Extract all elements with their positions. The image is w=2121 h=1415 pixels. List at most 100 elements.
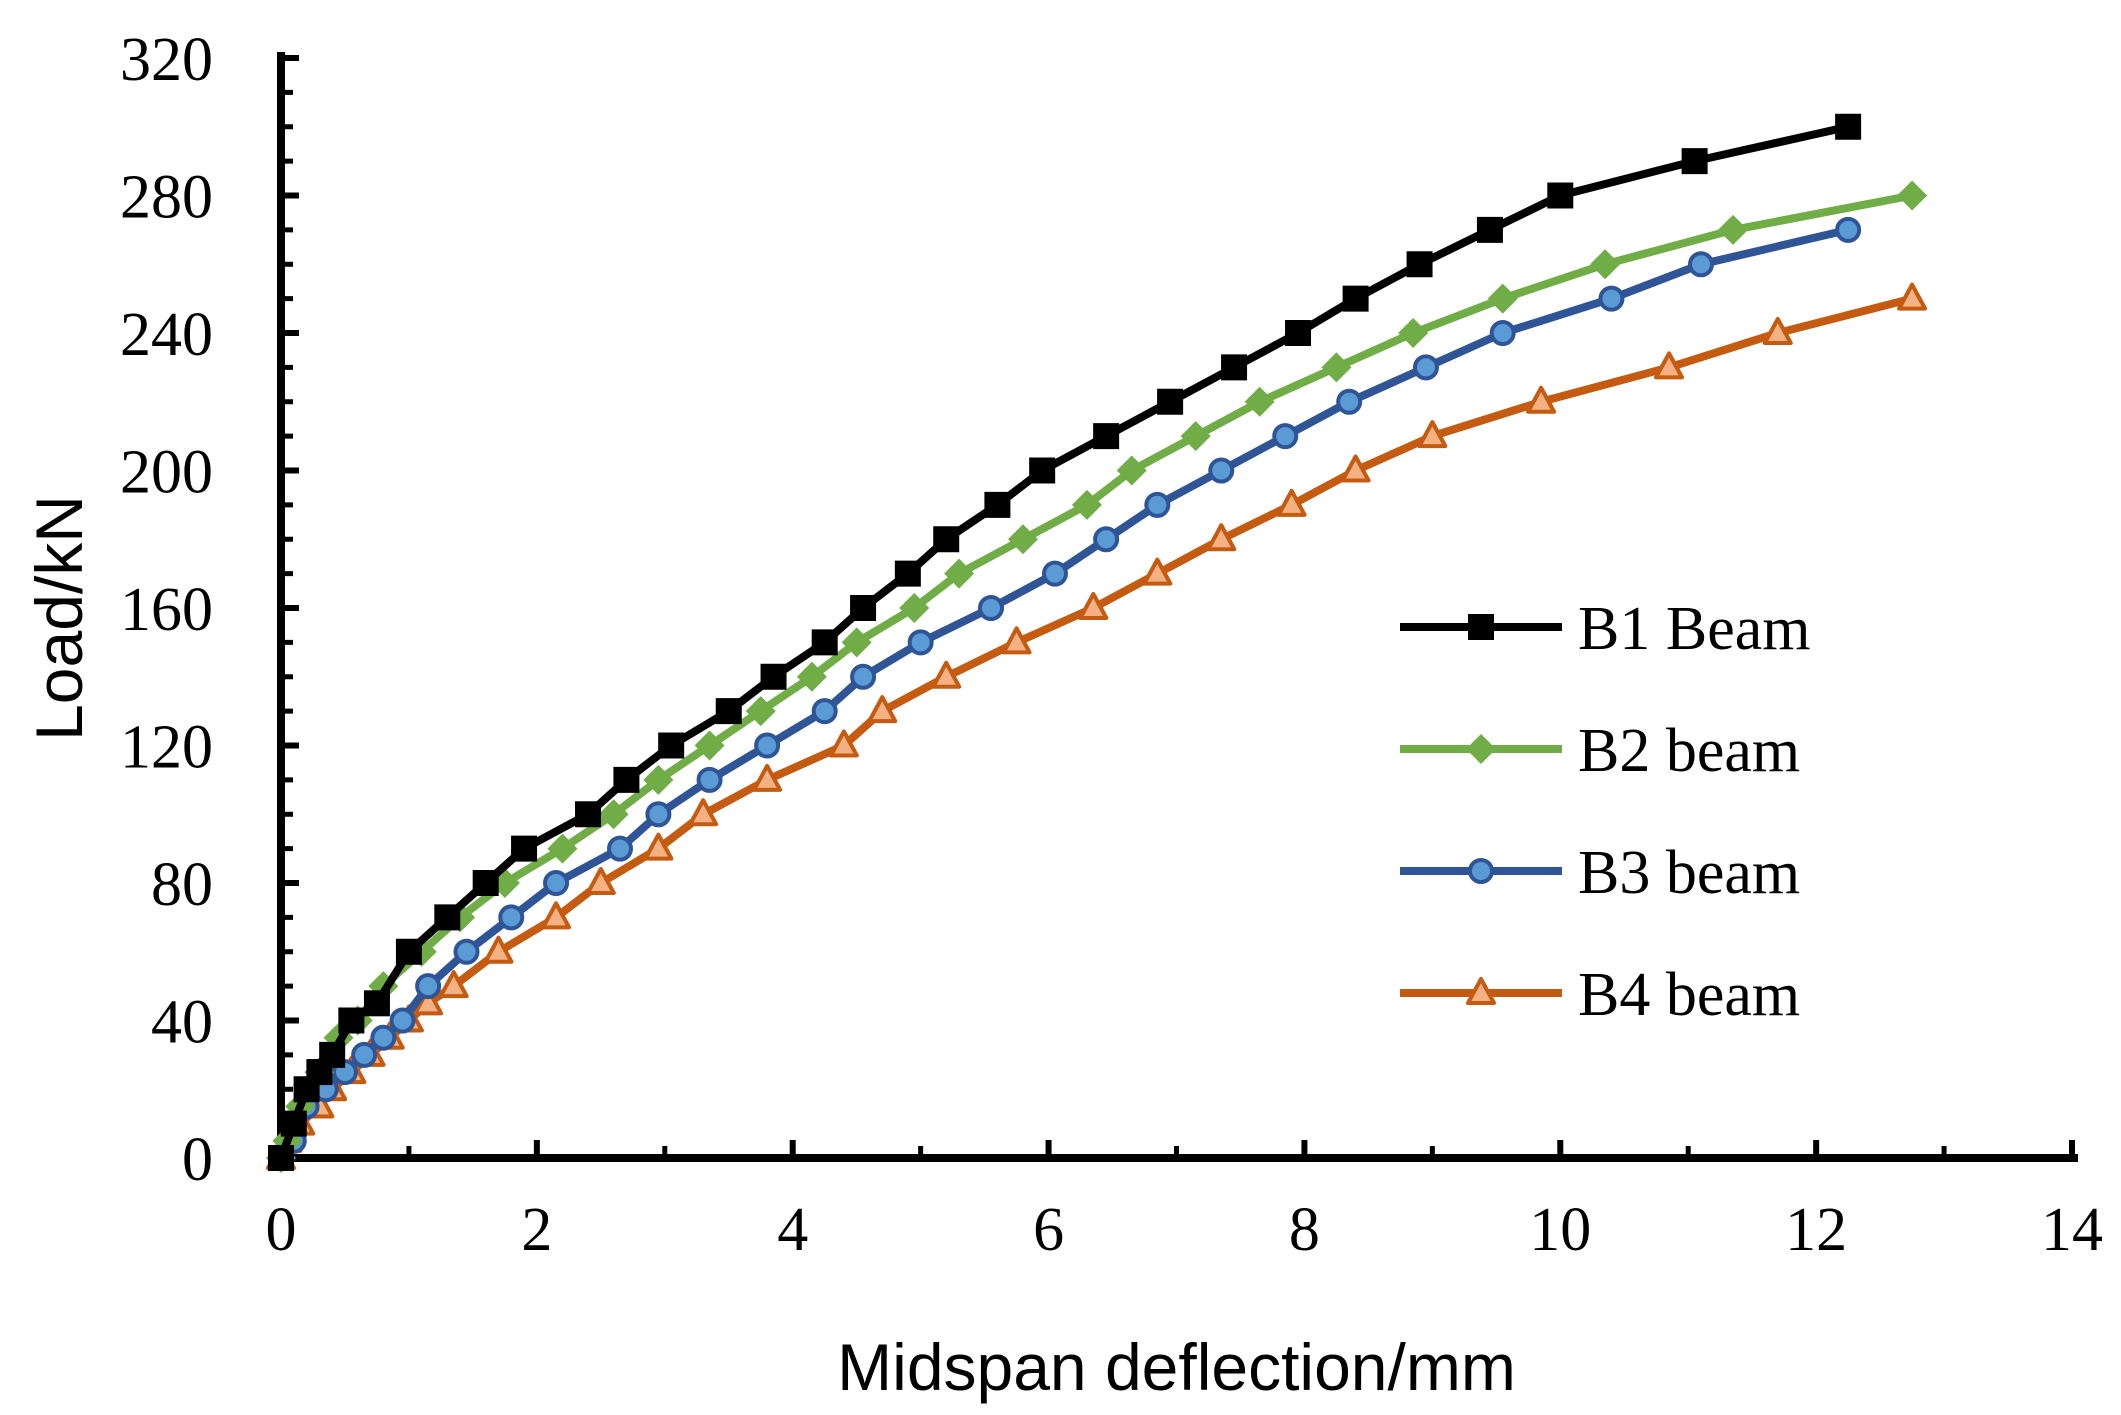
legend-marker (1468, 858, 1494, 884)
x-tick-label: 2 (521, 1196, 552, 1264)
data-point (1835, 216, 1862, 243)
data-point (541, 901, 572, 930)
data-point (1029, 457, 1056, 484)
data-point (850, 595, 877, 621)
data-point (1272, 423, 1299, 450)
data-point (1144, 491, 1171, 518)
data-point (828, 729, 859, 758)
data-point (1206, 523, 1237, 552)
series-b1-beam (268, 113, 1862, 1171)
y-tick-label: 80 (151, 851, 213, 919)
data-point (933, 526, 960, 553)
data-point (268, 1145, 294, 1171)
legend-item: B2 beam (1400, 717, 1800, 785)
data-point (1717, 214, 1748, 245)
data-point (1412, 354, 1439, 381)
y-tick-label: 40 (151, 989, 213, 1057)
data-point (1007, 524, 1038, 555)
data-point (453, 938, 480, 965)
data-point (1489, 320, 1516, 346)
data-point (894, 560, 921, 587)
data-point (1093, 526, 1120, 553)
data-point (944, 558, 975, 589)
data-point (1681, 148, 1708, 175)
data-point (389, 1007, 416, 1034)
data-point (1116, 455, 1147, 486)
data-point (696, 766, 723, 793)
y-tick-label: 120 (120, 714, 213, 782)
data-point (1598, 285, 1625, 312)
y-tick-label: 320 (120, 26, 213, 94)
data-point (370, 1024, 397, 1051)
data-point (395, 938, 422, 965)
legend-label: B2 beam (1578, 717, 1800, 785)
data-point (1336, 388, 1363, 415)
legend-item: B1 Beam (1400, 595, 1810, 663)
data-point (760, 663, 787, 690)
data-point (543, 870, 570, 896)
data-point (984, 491, 1011, 518)
y-tick-label: 200 (120, 439, 213, 507)
data-point (1244, 386, 1275, 417)
data-point (434, 904, 461, 931)
data-point (511, 835, 538, 862)
data-point (1897, 180, 1928, 211)
data-point (351, 1041, 378, 1068)
data-point (754, 732, 781, 759)
data-point (907, 629, 934, 656)
legend-marker (1468, 614, 1494, 640)
data-point (1654, 351, 1685, 380)
data-point (338, 1007, 365, 1034)
data-point (796, 661, 827, 692)
data-point (1762, 317, 1793, 345)
data-point (841, 627, 872, 658)
data-point (1041, 560, 1068, 587)
legend-item: B3 beam (1400, 839, 1800, 907)
y-tick-label: 0 (182, 1126, 213, 1194)
data-point (1398, 318, 1429, 348)
data-point (1285, 320, 1312, 346)
data-point (811, 629, 838, 656)
data-point (1487, 283, 1518, 314)
data-point (1276, 488, 1307, 517)
data-point (1835, 113, 1862, 140)
series-group (266, 113, 1928, 1173)
data-point (363, 990, 390, 1017)
x-tick-label: 4 (777, 1196, 808, 1264)
legend-item: B4 beam (1400, 961, 1800, 1029)
legend-label: B1 Beam (1578, 595, 1810, 663)
data-point (613, 766, 640, 793)
data-point (1897, 282, 1928, 311)
data-point (607, 835, 634, 862)
legend-marker (1466, 977, 1496, 1005)
data-point (498, 904, 525, 931)
data-point (715, 698, 742, 725)
data-point (931, 660, 962, 689)
y-tick-label: 240 (120, 301, 213, 369)
data-point (643, 764, 674, 795)
x-tick-label: 8 (1289, 1196, 1320, 1264)
data-point (899, 593, 930, 623)
data-point (645, 801, 672, 828)
data-point (319, 1041, 346, 1068)
x-tick-label: 14 (2041, 1196, 2103, 1264)
data-point (1417, 420, 1448, 449)
data-point (547, 833, 578, 864)
data-point (643, 832, 674, 861)
x-tick-label: 0 (266, 1196, 297, 1264)
data-point (1001, 626, 1032, 655)
data-point (1526, 385, 1557, 414)
data-point (867, 695, 898, 724)
data-point (850, 663, 877, 690)
data-point (1340, 454, 1371, 483)
data-point (585, 867, 616, 895)
legend-label: B4 beam (1578, 961, 1800, 1029)
data-point (1142, 557, 1173, 586)
data-point (1342, 285, 1369, 312)
data-point (688, 798, 719, 827)
data-point (752, 763, 783, 792)
data-point (415, 973, 442, 1000)
data-point (1221, 354, 1248, 381)
